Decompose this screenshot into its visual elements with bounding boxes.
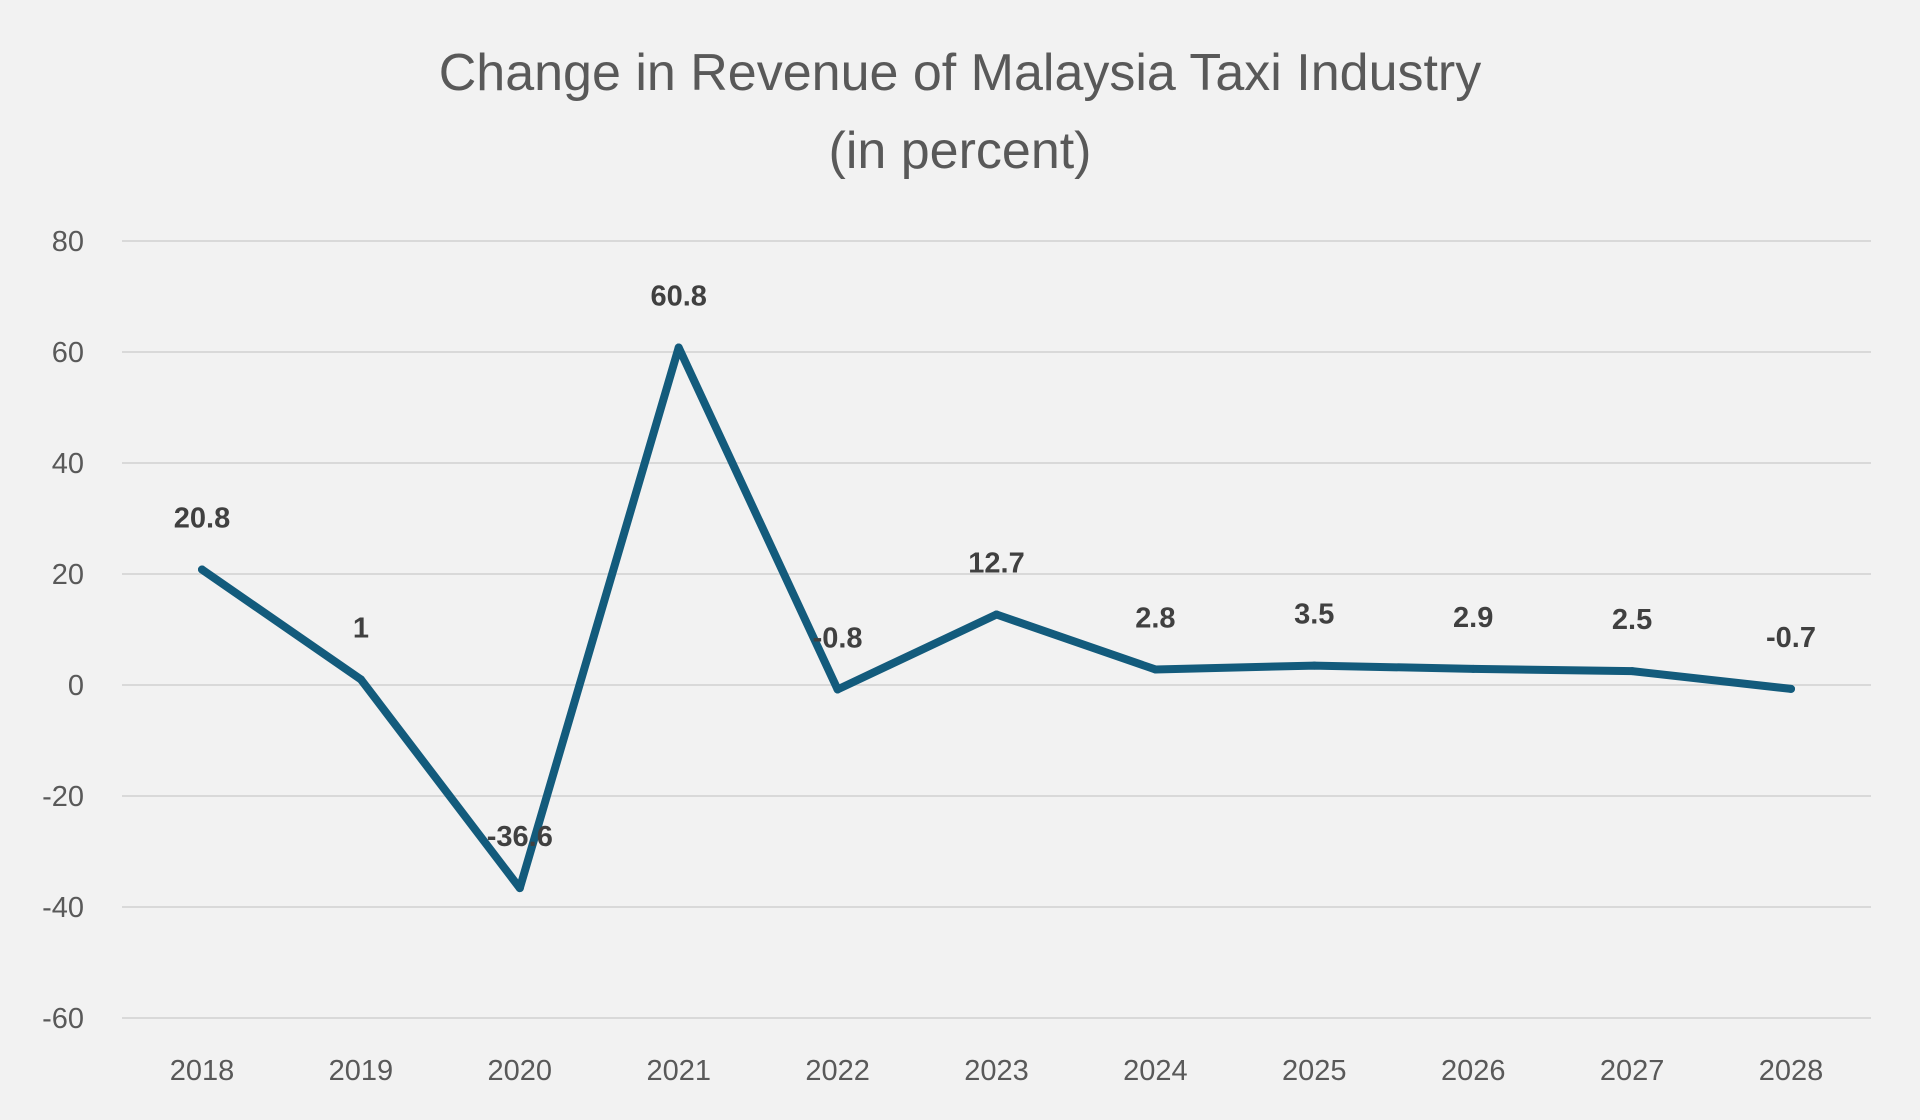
y-tick-label: -40 [42,892,84,924]
data-point [1151,665,1160,674]
data-label: 2.8 [1135,602,1175,634]
x-tick-label: 2021 [646,1055,711,1087]
y-tick-label: 60 [52,337,84,369]
chart-subtitle: (in percent) [829,122,1092,180]
data-point [674,343,683,352]
data-point [992,610,1001,619]
x-tick-label: 2018 [170,1055,235,1087]
data-point [1628,667,1637,676]
data-label: 2.5 [1612,604,1652,636]
y-tick-label: -60 [42,1003,84,1035]
data-point [1787,684,1795,693]
data-point [1310,661,1319,670]
data-label: -0.8 [813,622,863,654]
data-point [356,675,365,684]
y-tick-label: 20 [52,559,84,591]
data-label: -0.7 [1766,622,1816,654]
x-tick-label: 2026 [1441,1055,1506,1087]
y-tick-label: 40 [52,448,84,480]
data-point [515,884,524,893]
data-label: 1 [353,612,369,644]
x-tick-label: 2028 [1759,1055,1824,1087]
x-tick-label: 2027 [1600,1055,1665,1087]
data-label: 3.5 [1294,599,1334,631]
data-label: 2.9 [1453,602,1493,634]
x-tick-label: 2022 [805,1055,870,1087]
y-tick-label: 0 [68,670,84,702]
data-label: 20.8 [174,503,230,535]
data-label: 12.7 [968,548,1024,580]
x-tick-label: 2019 [329,1055,394,1087]
data-point [833,685,842,694]
data-point [1469,664,1478,673]
x-tick-label: 2025 [1282,1055,1347,1087]
data-label: -36.6 [487,821,553,853]
x-tick-label: 2023 [964,1055,1029,1087]
data-label: 60.8 [650,281,706,313]
chart-title: Change in Revenue of Malaysia Taxi Indus… [439,44,1482,102]
x-tick-label: 2020 [488,1055,553,1087]
data-point [198,565,206,574]
x-tick-label: 2024 [1123,1055,1188,1087]
y-tick-label: 80 [52,226,84,258]
y-tick-label: -20 [42,781,84,813]
